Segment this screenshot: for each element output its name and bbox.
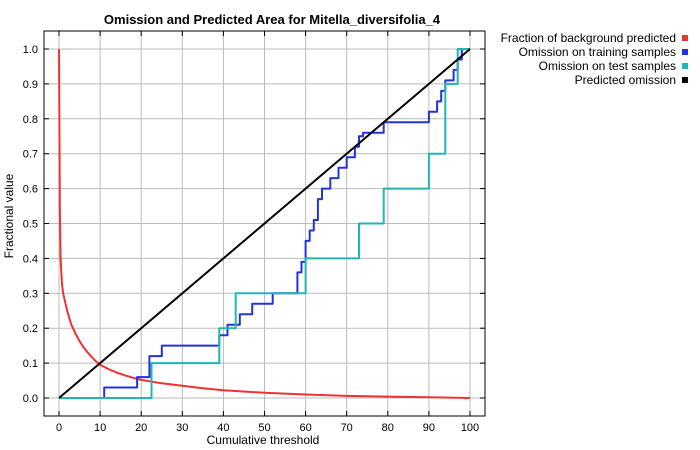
y-tick-label: 0.3 [23,288,38,300]
legend-label-omission-on-training-samples: Omission on training samples [519,45,676,59]
y-tick-label: 0.2 [23,323,38,335]
y-axis-label: Fractional value [2,173,16,258]
legend-label-predicted-omission: Predicted omission [575,73,676,87]
chart-title: Omission and Predicted Area for Mitella_… [104,12,441,27]
x-tick-label: 30 [176,422,188,434]
x-tick-label: 70 [341,422,353,434]
x-tick-label: 50 [258,422,270,434]
y-tick-label: 0.4 [23,253,38,265]
x-axis-ticks: 0 10 20 30 40 50 60 70 80 90 100 [56,31,479,434]
legend: Fraction of background predictedOmission… [501,31,688,87]
legend-swatch-omission-on-test-samples [682,63,688,69]
y-tick-label: 1.0 [23,44,38,56]
y-tick-label: 0.5 [23,219,38,231]
series-lines [58,48,471,399]
legend-label-fraction-of-background-predicted: Fraction of background predicted [501,31,676,45]
legend-swatch-predicted-omission [682,77,688,83]
legend-swatch-fraction-of-background-predicted [682,35,688,41]
legend-label-omission-on-test-samples: Omission on test samples [539,59,676,73]
x-tick-label: 20 [135,422,147,434]
x-axis-label: Cumulative threshold [207,433,320,447]
legend-swatch-omission-on-training-samples [682,49,688,55]
x-tick-label: 40 [217,422,229,434]
series-line-predicted-omission [58,48,471,399]
series-line-omission-on-training-samples [59,48,470,399]
y-tick-label: 0.7 [23,149,38,161]
x-tick-label: 80 [382,422,394,434]
x-tick-label: 10 [94,422,106,434]
x-tick-label: 90 [423,422,435,434]
y-axis-ticks: 0.0 0.1 0.2 0.3 0.4 0.5 0.6 0.7 0.8 0.9 1.0 [23,44,485,405]
x-tick-label: 0 [56,422,62,434]
y-tick-label: 0.6 [23,184,38,196]
x-tick-label: 60 [299,422,311,434]
y-tick-label: 0.8 [23,114,38,126]
y-tick-label: 0.1 [23,358,38,370]
series-line-omission-on-test-samples [59,48,470,399]
series-line-fraction-of-background-predicted [58,48,471,399]
y-tick-label: 0.9 [23,79,38,91]
x-tick-label: 100 [461,422,479,434]
y-tick-label: 0.0 [23,393,38,405]
